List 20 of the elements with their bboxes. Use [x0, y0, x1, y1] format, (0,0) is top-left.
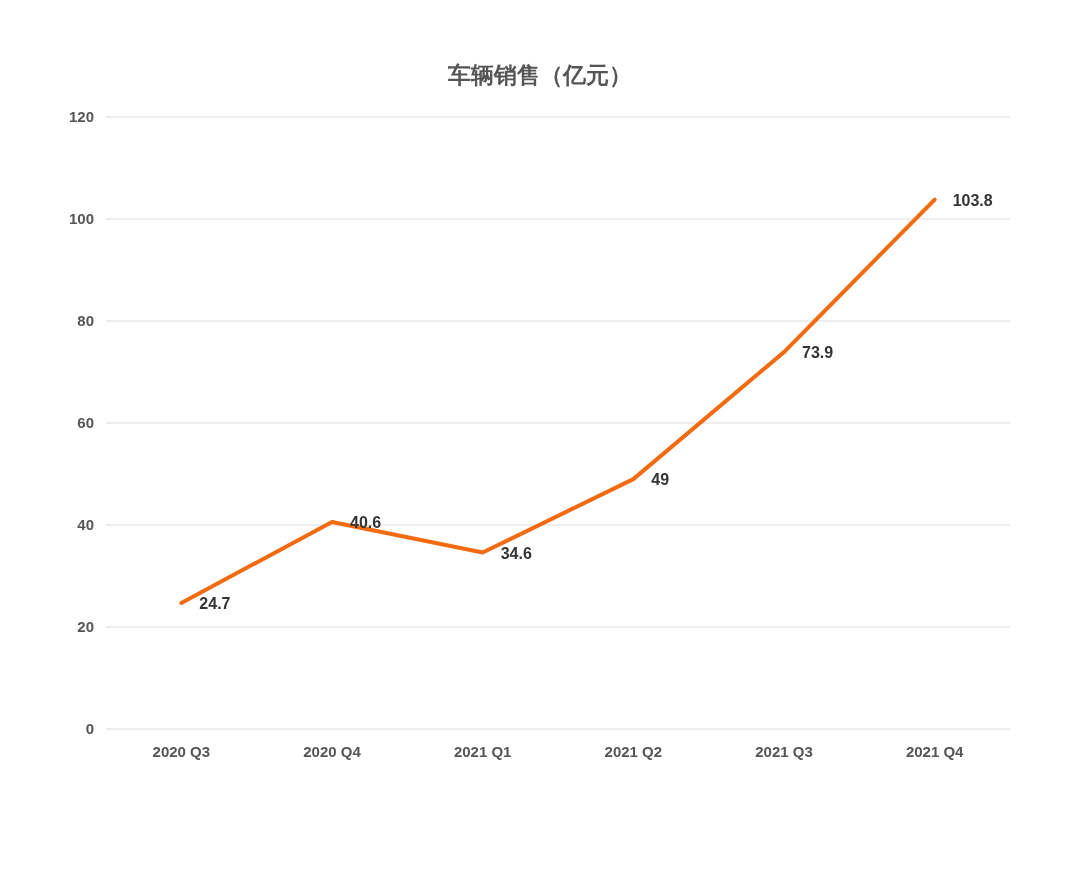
label: 103.8: [952, 191, 993, 209]
label: 49: [651, 471, 670, 489]
title: 车辆销售（亿元）: [448, 62, 632, 88]
y-tick-label: 80: [77, 312, 94, 329]
x-tick-label: 2021 Q3: [755, 743, 813, 760]
y-tick-label: 0: [85, 720, 94, 737]
label: 40.6: [350, 513, 382, 531]
y-tick-label: 100: [68, 210, 94, 227]
x-tick-label: 2021 Q4: [905, 743, 965, 760]
y-tick-label: 20: [77, 618, 94, 635]
y-tick-label: 40: [77, 516, 94, 533]
label: 73.9: [802, 344, 834, 362]
x-tick-label: 2020 Q3: [152, 743, 211, 760]
x-tick-label: 2021 Q1: [453, 743, 512, 760]
label: 34.6: [500, 544, 532, 562]
label: 24.7: [199, 595, 231, 613]
x-tick-label: 2021 Q2: [604, 743, 663, 760]
y-tick-label: 60: [77, 414, 94, 431]
y-tick-label: 120: [68, 108, 94, 125]
x-tick-label: 2020 Q4: [303, 743, 362, 760]
